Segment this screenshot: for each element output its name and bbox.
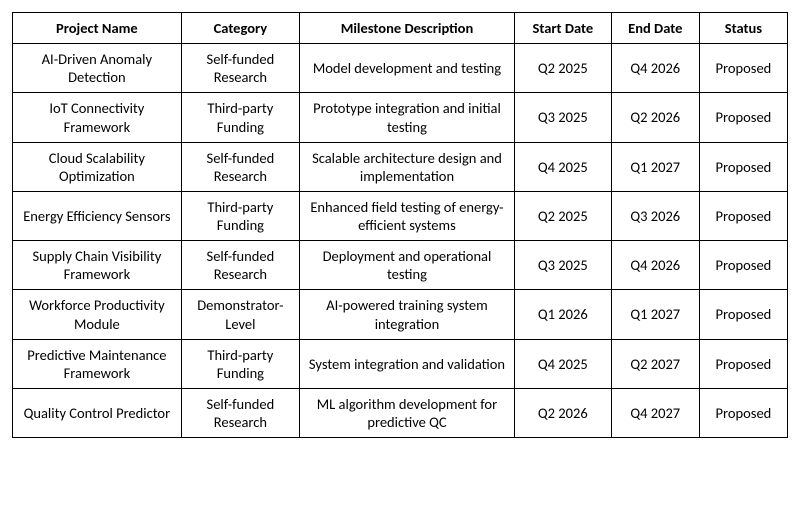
- table-cell: Q3 2026: [611, 191, 699, 240]
- table-cell: Q3 2025: [514, 93, 611, 142]
- table-cell: Proposed: [699, 339, 787, 388]
- table-cell: Model development and testing: [299, 44, 514, 93]
- table-cell: ML algorithm development for predictive …: [299, 388, 514, 437]
- table-row: Energy Efficiency SensorsThird-party Fun…: [13, 191, 788, 240]
- table-row: Quality Control PredictorSelf-funded Res…: [13, 388, 788, 437]
- table-row: AI-Driven Anomaly DetectionSelf-funded R…: [13, 44, 788, 93]
- table-cell: System integration and validation: [299, 339, 514, 388]
- table-cell: Proposed: [699, 241, 787, 290]
- table-cell: Energy Efficiency Sensors: [13, 191, 182, 240]
- table-row: Predictive Maintenance FrameworkThird-pa…: [13, 339, 788, 388]
- table-cell: Q4 2026: [611, 44, 699, 93]
- col-header: Start Date: [514, 13, 611, 44]
- table-cell: Deployment and operational testing: [299, 241, 514, 290]
- table-body: AI-Driven Anomaly DetectionSelf-funded R…: [13, 44, 788, 438]
- col-header: Project Name: [13, 13, 182, 44]
- table-cell: Self-funded Research: [181, 241, 299, 290]
- table-cell: Third-party Funding: [181, 339, 299, 388]
- table-cell: Workforce Productivity Module: [13, 290, 182, 339]
- table-cell: Enhanced field testing of energy-efficie…: [299, 191, 514, 240]
- table-cell: Q1 2027: [611, 290, 699, 339]
- table-cell: Proposed: [699, 191, 787, 240]
- table-cell: AI-Driven Anomaly Detection: [13, 44, 182, 93]
- table-cell: Q1 2027: [611, 142, 699, 191]
- table-cell: Prototype integration and initial testin…: [299, 93, 514, 142]
- table-cell: Third-party Funding: [181, 191, 299, 240]
- table-cell: Cloud Scalability Optimization: [13, 142, 182, 191]
- table-cell: Proposed: [699, 142, 787, 191]
- table-cell: Proposed: [699, 44, 787, 93]
- table-cell: Q4 2025: [514, 339, 611, 388]
- table-row: Workforce Productivity ModuleDemonstrato…: [13, 290, 788, 339]
- table-cell: Q4 2025: [514, 142, 611, 191]
- table-row: IoT Connectivity FrameworkThird-party Fu…: [13, 93, 788, 142]
- table-cell: Proposed: [699, 388, 787, 437]
- table-row: Cloud Scalability OptimizationSelf-funde…: [13, 142, 788, 191]
- col-header: Category: [181, 13, 299, 44]
- table-cell: Scalable architecture design and impleme…: [299, 142, 514, 191]
- col-header: Milestone Description: [299, 13, 514, 44]
- table-cell: Q2 2025: [514, 191, 611, 240]
- table-cell: Demonstrator-Level: [181, 290, 299, 339]
- table-cell: Q2 2026: [514, 388, 611, 437]
- table-head: Project NameCategoryMilestone Descriptio…: [13, 13, 788, 44]
- table-cell: Q4 2027: [611, 388, 699, 437]
- table-cell: Supply Chain Visibility Framework: [13, 241, 182, 290]
- table-cell: Self-funded Research: [181, 388, 299, 437]
- table-cell: IoT Connectivity Framework: [13, 93, 182, 142]
- table-cell: Q1 2026: [514, 290, 611, 339]
- header-row: Project NameCategoryMilestone Descriptio…: [13, 13, 788, 44]
- table-cell: Q2 2025: [514, 44, 611, 93]
- table-cell: Predictive Maintenance Framework: [13, 339, 182, 388]
- table-cell: Quality Control Predictor: [13, 388, 182, 437]
- col-header: Status: [699, 13, 787, 44]
- table-cell: Q3 2025: [514, 241, 611, 290]
- col-header: End Date: [611, 13, 699, 44]
- table-cell: Self-funded Research: [181, 142, 299, 191]
- projects-table: Project NameCategoryMilestone Descriptio…: [12, 12, 788, 438]
- table-cell: Third-party Funding: [181, 93, 299, 142]
- table-cell: Q2 2026: [611, 93, 699, 142]
- table-cell: Q4 2026: [611, 241, 699, 290]
- table-cell: Q2 2027: [611, 339, 699, 388]
- table-cell: Proposed: [699, 93, 787, 142]
- table-cell: Proposed: [699, 290, 787, 339]
- table-cell: Self-funded Research: [181, 44, 299, 93]
- table-cell: AI-powered training system integration: [299, 290, 514, 339]
- table-row: Supply Chain Visibility FrameworkSelf-fu…: [13, 241, 788, 290]
